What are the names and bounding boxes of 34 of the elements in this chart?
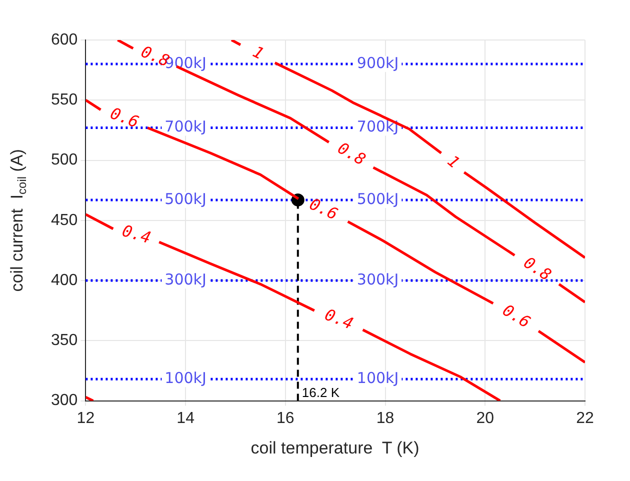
ref-line-label: 100kJ <box>164 369 206 388</box>
text: 0.6 <box>108 103 142 132</box>
y-tick-label: 500 <box>50 152 78 169</box>
y-axis-title: coil current Icoil (A) <box>7 149 30 292</box>
x-tick-label: 12 <box>76 410 95 427</box>
text: 0.4 <box>322 304 356 334</box>
x-tick-label: 20 <box>476 410 494 427</box>
text: 500kJ <box>356 190 399 208</box>
text: 0.6 <box>306 194 341 224</box>
x-tick-label: 22 <box>576 410 594 427</box>
x-tick-label: 14 <box>176 410 195 427</box>
ref-line-label: 700kJ <box>164 118 206 136</box>
y-tick-label: 450 <box>50 212 78 229</box>
text: 300kJ <box>356 270 399 288</box>
text: 900kJ <box>356 54 399 72</box>
y-tick-label: 300 <box>50 392 78 410</box>
y-tick-label: 350 <box>50 332 78 350</box>
text: 0.8 <box>520 252 555 284</box>
x-tick-label: 16 <box>276 410 294 427</box>
y-tick-label: 550 <box>50 92 78 109</box>
x-axis-title: coil temperature T (K) <box>250 438 420 458</box>
text: 1 <box>250 42 267 64</box>
annotation: 16.2 K <box>302 384 340 400</box>
text: 0.8 <box>334 138 369 170</box>
text: 0.4 <box>120 221 154 248</box>
text: 100kJ <box>356 369 399 388</box>
ref-line-label: 300kJ <box>164 270 206 288</box>
x-tick-label: 18 <box>376 410 394 427</box>
y-tick-label: 600 <box>50 31 78 48</box>
ref-line-label: 500kJ <box>164 190 206 208</box>
text: 1 <box>444 151 464 172</box>
text: 700kJ <box>356 118 399 136</box>
y-tick-label: 400 <box>50 272 78 289</box>
text: 0.6 <box>499 300 534 332</box>
